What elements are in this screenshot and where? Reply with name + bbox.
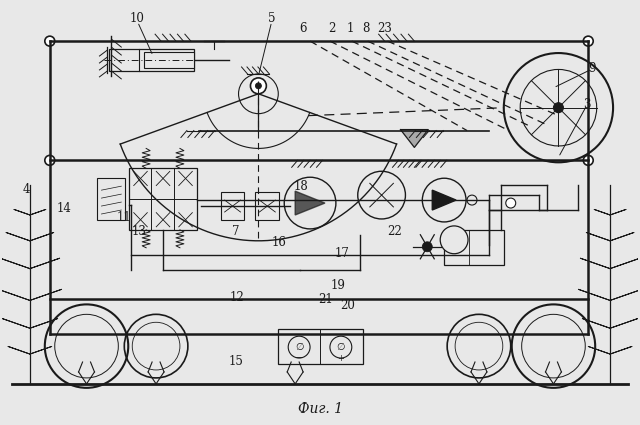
Bar bbox=[109, 49, 194, 71]
Circle shape bbox=[250, 78, 266, 94]
Text: 15: 15 bbox=[228, 354, 243, 368]
Circle shape bbox=[422, 242, 432, 252]
Text: ∅: ∅ bbox=[295, 342, 303, 352]
Text: 1: 1 bbox=[347, 23, 354, 35]
Text: 20: 20 bbox=[340, 299, 355, 312]
Circle shape bbox=[440, 226, 468, 254]
Text: 19: 19 bbox=[330, 279, 345, 292]
Text: 6: 6 bbox=[300, 23, 307, 35]
Bar bbox=[255, 192, 279, 220]
Text: 9: 9 bbox=[588, 62, 596, 76]
Text: 2: 2 bbox=[328, 23, 336, 35]
Circle shape bbox=[358, 171, 405, 219]
Bar bbox=[278, 329, 363, 364]
Text: 13: 13 bbox=[131, 225, 146, 238]
Circle shape bbox=[422, 178, 466, 222]
Text: ∅: ∅ bbox=[337, 342, 345, 352]
Polygon shape bbox=[432, 190, 456, 210]
Text: 23: 23 bbox=[378, 23, 392, 35]
Text: 16: 16 bbox=[271, 235, 286, 249]
Circle shape bbox=[467, 195, 477, 205]
Circle shape bbox=[45, 156, 55, 165]
Text: 12: 12 bbox=[230, 291, 244, 304]
Bar bbox=[97, 178, 125, 220]
Text: 10: 10 bbox=[130, 12, 145, 25]
Text: 3: 3 bbox=[583, 98, 591, 111]
Text: 8: 8 bbox=[363, 23, 370, 35]
Text: 14: 14 bbox=[57, 202, 72, 215]
Text: 4: 4 bbox=[22, 183, 30, 196]
Text: Фиг. 1: Фиг. 1 bbox=[298, 402, 342, 416]
Bar bbox=[144, 52, 194, 68]
Circle shape bbox=[583, 36, 593, 46]
Text: +: + bbox=[337, 354, 344, 363]
Text: 5: 5 bbox=[268, 12, 275, 25]
Text: 22: 22 bbox=[388, 225, 403, 238]
Circle shape bbox=[583, 156, 593, 165]
Circle shape bbox=[506, 198, 516, 208]
Text: 11: 11 bbox=[116, 211, 131, 224]
Bar bbox=[444, 230, 504, 265]
Text: 17: 17 bbox=[335, 247, 349, 260]
Text: −: − bbox=[295, 353, 303, 363]
Text: 18: 18 bbox=[294, 180, 308, 193]
Text: 7: 7 bbox=[232, 225, 239, 238]
Circle shape bbox=[45, 36, 55, 46]
Text: 21: 21 bbox=[317, 292, 332, 306]
Circle shape bbox=[255, 83, 261, 89]
Polygon shape bbox=[295, 191, 325, 215]
Circle shape bbox=[284, 177, 336, 229]
Circle shape bbox=[554, 103, 563, 113]
Bar bbox=[129, 168, 197, 230]
Bar bbox=[221, 192, 244, 220]
Polygon shape bbox=[401, 130, 428, 147]
